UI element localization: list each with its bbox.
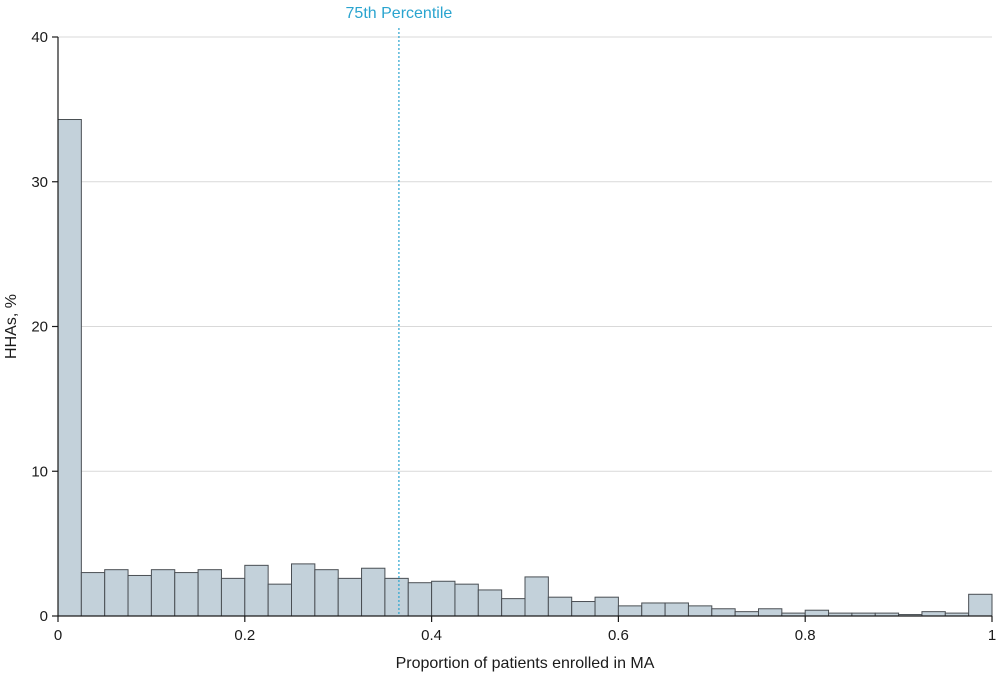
tick-marks: 0 10 20 30 40 0 0.2 0.4 0.6 0.8 1 (31, 29, 996, 644)
histogram-bars (57, 119, 993, 617)
histogram-bar (431, 580, 456, 617)
histogram-bar (758, 608, 783, 617)
histogram-bar (594, 596, 619, 617)
y-tick-label: 10 (31, 463, 48, 480)
histogram-bar (804, 609, 830, 617)
histogram-bar (711, 608, 736, 617)
histogram-bar (501, 598, 526, 617)
x-tick-label: 0.2 (234, 627, 255, 644)
histogram-bar (547, 596, 573, 617)
histogram-bar (267, 583, 292, 617)
x-tick-label: 0.8 (795, 627, 816, 644)
histogram-bar (641, 602, 666, 617)
histogram-bar (921, 611, 946, 617)
histogram-bar (361, 567, 386, 617)
histogram-bar (197, 569, 222, 617)
y-tick-label: 20 (31, 319, 48, 336)
histogram-bar (244, 564, 269, 617)
histogram-bar (687, 605, 713, 617)
y-tick-label: 0 (40, 608, 48, 625)
histogram-bar (477, 589, 503, 617)
histogram-bar (291, 563, 316, 617)
histogram-bar (968, 593, 993, 617)
percentile-reference-label: 75th Percentile (346, 5, 453, 22)
histogram-bar (734, 611, 760, 617)
histogram-bar (664, 602, 689, 617)
histogram-bar (617, 605, 643, 617)
histogram-bar (57, 119, 82, 617)
y-axis-title: HHAs, % (3, 294, 20, 359)
histogram-bar (150, 569, 176, 617)
x-tick-label: 1 (988, 627, 996, 644)
y-tick-label: 40 (31, 29, 48, 46)
histogram-bar (80, 572, 106, 617)
histogram-bar (314, 569, 339, 617)
histogram-bar (571, 601, 596, 617)
y-tick-label: 30 (31, 174, 48, 191)
histogram-bar (454, 583, 479, 617)
x-tick-label: 0.4 (421, 627, 442, 644)
histogram-bar (524, 576, 549, 617)
x-axis-title: Proportion of patients enrolled in MA (396, 655, 655, 672)
x-tick-label: 0.6 (608, 627, 629, 644)
grid-lines (58, 36, 992, 472)
histogram-bar (127, 574, 152, 617)
reference-line-group: 75th Percentile (346, 5, 453, 616)
histogram-bar (220, 577, 246, 617)
histogram-bar (104, 569, 129, 617)
histogram-bar (384, 577, 409, 617)
histogram-bar (337, 577, 363, 617)
histogram-bar (174, 572, 199, 617)
x-tick-label: 0 (54, 627, 62, 644)
histogram-bar (407, 582, 433, 617)
